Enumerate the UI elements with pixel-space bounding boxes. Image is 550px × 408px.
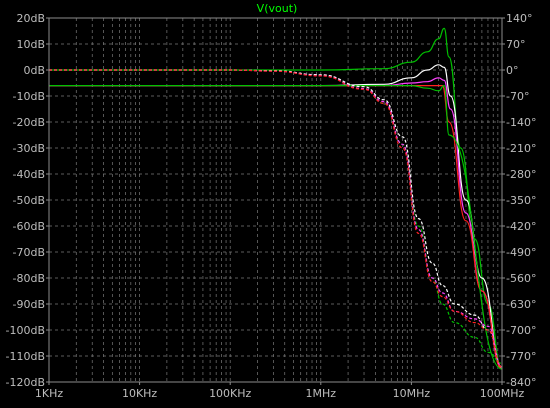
x-tick-label: 10MHz (393, 387, 431, 400)
y-tick-label: -120dB (6, 376, 46, 389)
magnitude-series-3 (49, 77, 503, 370)
y-tick-label: -20dB (13, 116, 46, 129)
series-group (49, 27, 503, 370)
y-right-tick-label: -560° (506, 272, 536, 285)
y-right-tick-label: -700° (506, 324, 536, 337)
y-tick-label: -30dB (13, 142, 46, 155)
y-right-tick-label: -140° (506, 116, 536, 129)
y-tick-label: -110dB (6, 350, 46, 363)
y-right-tick-label: -840° (506, 376, 536, 389)
y-right-tick-label: -280° (506, 168, 536, 181)
y-tick-label: -10dB (13, 90, 46, 103)
y-tick-label: -90dB (13, 298, 46, 311)
y-right-tick-label: 0° (506, 64, 519, 77)
grid (49, 18, 502, 382)
magnitude-series-5 (49, 84, 503, 370)
y-tick-label: 20dB (16, 12, 45, 25)
y-tick-label: -100dB (6, 324, 46, 337)
y-tick-label: -50dB (13, 194, 46, 207)
y-tick-label: 10dB (16, 38, 45, 51)
y-tick-label: -70dB (13, 246, 46, 259)
x-tick-label: 1MHz (306, 387, 337, 400)
magnitude-series-2 (49, 64, 503, 370)
x-axis-labels: 1KHz 10KHz 100KHz 1MHz 10MHz 100MHz (35, 382, 525, 400)
y-right-tick-label: -630° (506, 298, 536, 311)
phase-series-9 (49, 69, 503, 368)
y-right-tick-label: -70° (506, 90, 529, 103)
x-tick-label: 10KHz (122, 387, 157, 400)
magnitude-series-4 (49, 84, 503, 370)
y-tick-label: -60dB (13, 220, 46, 233)
right-axis-labels: 140° 70° 0° -70° -140° -210° -280° -350° -420° -4… (502, 12, 536, 389)
x-tick-label: 100KHz (209, 387, 251, 400)
x-tick-label: 1KHz (35, 387, 63, 400)
left-axis-labels: 20dB 10dB 0dB -10dB -20dB -30dB -40dB -50dB -60d… (6, 12, 49, 389)
y-right-tick-label: -420° (506, 220, 536, 233)
y-right-tick-label: -210° (506, 142, 536, 155)
phase-series-8 (49, 69, 503, 368)
magnitude-series-1 (49, 27, 503, 370)
x-tick-label: 100MHz (480, 387, 525, 400)
y-right-tick-label: 140° (506, 12, 533, 25)
y-right-tick-label: 70° (506, 38, 526, 51)
y-right-tick-label: -770° (506, 350, 536, 363)
y-tick-label: -80dB (13, 272, 46, 285)
y-tick-label: 0dB (23, 64, 45, 77)
y-right-tick-label: -350° (506, 194, 536, 207)
phase-series-6 (49, 69, 503, 364)
chart-title: V(vout) (257, 2, 298, 15)
y-tick-label: -40dB (13, 168, 46, 181)
phase-series-7 (49, 69, 503, 368)
y-right-tick-label: -490° (506, 246, 536, 259)
